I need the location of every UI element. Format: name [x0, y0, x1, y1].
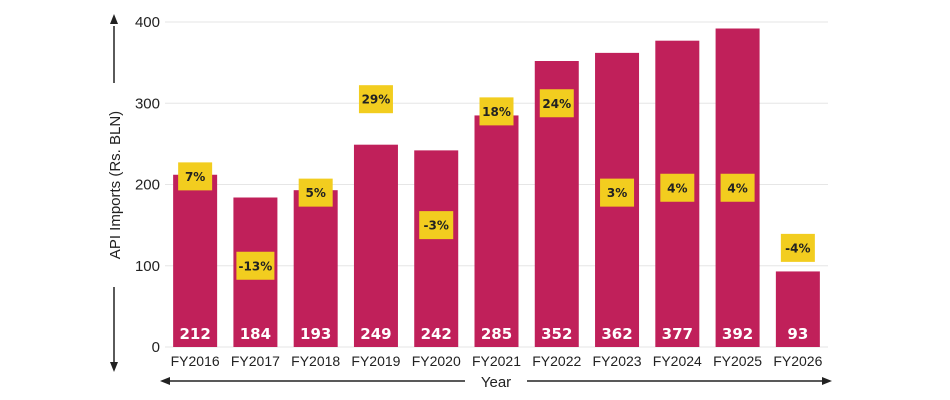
x-tick-label: FY2025 [713, 353, 762, 369]
y-tick-label: 400 [135, 14, 160, 31]
growth-badge-box [720, 173, 755, 202]
y-axis-arrow-head-down [110, 362, 118, 372]
bar [414, 150, 459, 347]
bar-value-label: 212 [179, 325, 210, 343]
growth-badge-box [780, 233, 815, 262]
growth-badge: 5% [298, 178, 333, 207]
growth-badge-label: 7% [185, 170, 205, 184]
x-axis-arrow-head-right [822, 377, 832, 385]
x-axis-title: Year [481, 374, 511, 391]
bar-value-label: 242 [421, 325, 452, 343]
y-tick-label: 100 [135, 258, 160, 275]
y-tick-label: 0 [152, 339, 160, 356]
bar-value-label: 184 [240, 325, 271, 343]
y-axis-title: API Imports (Rs. BLN) [107, 111, 124, 259]
bar-value-label: 362 [601, 325, 632, 343]
growth-badge-label: 29% [362, 93, 391, 107]
growth-badge-label: 3% [607, 186, 627, 200]
x-tick-label: FY2016 [171, 353, 220, 369]
growth-badge-label: -4% [785, 241, 810, 255]
growth-badge-label: -3% [424, 219, 449, 233]
growth-badge: -3% [419, 211, 454, 240]
bar-value-label: 249 [360, 325, 391, 343]
growth-badge: 4% [660, 173, 695, 202]
y-tick-label: 200 [135, 177, 160, 194]
growth-badge: 3% [600, 178, 635, 207]
x-tick-label: FY2020 [412, 353, 461, 369]
growth-badge-label: -13% [239, 259, 273, 273]
bar-value-label: 193 [300, 325, 331, 343]
growth-badge: -4% [780, 233, 815, 262]
growth-badge-box [358, 85, 393, 114]
bar [353, 144, 398, 347]
y-axis-title-group: API Imports (Rs. BLN) [107, 14, 124, 372]
y-tick-label: 300 [135, 95, 160, 112]
growth-badge-label: 18% [482, 105, 511, 119]
bar-value-label: 285 [481, 325, 512, 343]
y-axis-ticks: 0 100 200 300 400 [135, 14, 160, 356]
growth-badge-label: 4% [727, 181, 747, 195]
x-axis-arrow-head-left [160, 377, 170, 385]
growth-badge-box [479, 97, 514, 126]
growth-badge-label: 5% [305, 186, 325, 200]
growth-badge-label: 24% [542, 97, 571, 111]
x-tick-label: FY2024 [653, 353, 702, 369]
x-tick-label: FY2023 [593, 353, 642, 369]
growth-badge-box [660, 173, 695, 202]
growth-badge-box [298, 178, 333, 207]
growth-badge-box [600, 178, 635, 207]
growth-badge-box [539, 89, 574, 118]
x-tick-label: FY2026 [773, 353, 822, 369]
growth-badge: 24% [539, 89, 574, 118]
x-tick-label: FY2022 [532, 353, 581, 369]
bar-value-label: 377 [662, 325, 693, 343]
growth-badge: 18% [479, 97, 514, 126]
bar-value-label: 93 [787, 325, 808, 343]
growth-badge-box [419, 211, 454, 240]
y-axis-arrow-head-up [110, 14, 118, 24]
bar [775, 271, 820, 347]
bar [173, 174, 218, 347]
bar [474, 115, 519, 347]
x-tick-label: FY2021 [472, 353, 521, 369]
growth-badge: 7% [178, 162, 213, 191]
growth-badge-label: 4% [667, 181, 687, 195]
x-tick-label: FY2019 [351, 353, 400, 369]
x-tick-label: FY2017 [231, 353, 280, 369]
growth-badge-box [178, 162, 213, 191]
bar-value-label: 352 [541, 325, 572, 343]
growth-badge: -13% [236, 251, 275, 280]
bar-value-label: 392 [722, 325, 753, 343]
x-axis-ticks: FY2016 FY2017 FY2018 FY2019 FY2020 FY2021 FY20… [171, 353, 823, 369]
x-tick-label: FY2018 [291, 353, 340, 369]
growth-badge: 4% [720, 173, 755, 202]
x-axis-title-group: Year [160, 374, 832, 391]
bar [293, 190, 338, 347]
growth-badge: 29% [358, 85, 393, 114]
growth-badges: 7% -13% 5% 29% -3% 18% 24% 3% 4% 4% -4% [178, 85, 815, 280]
growth-badge-box [236, 251, 275, 280]
